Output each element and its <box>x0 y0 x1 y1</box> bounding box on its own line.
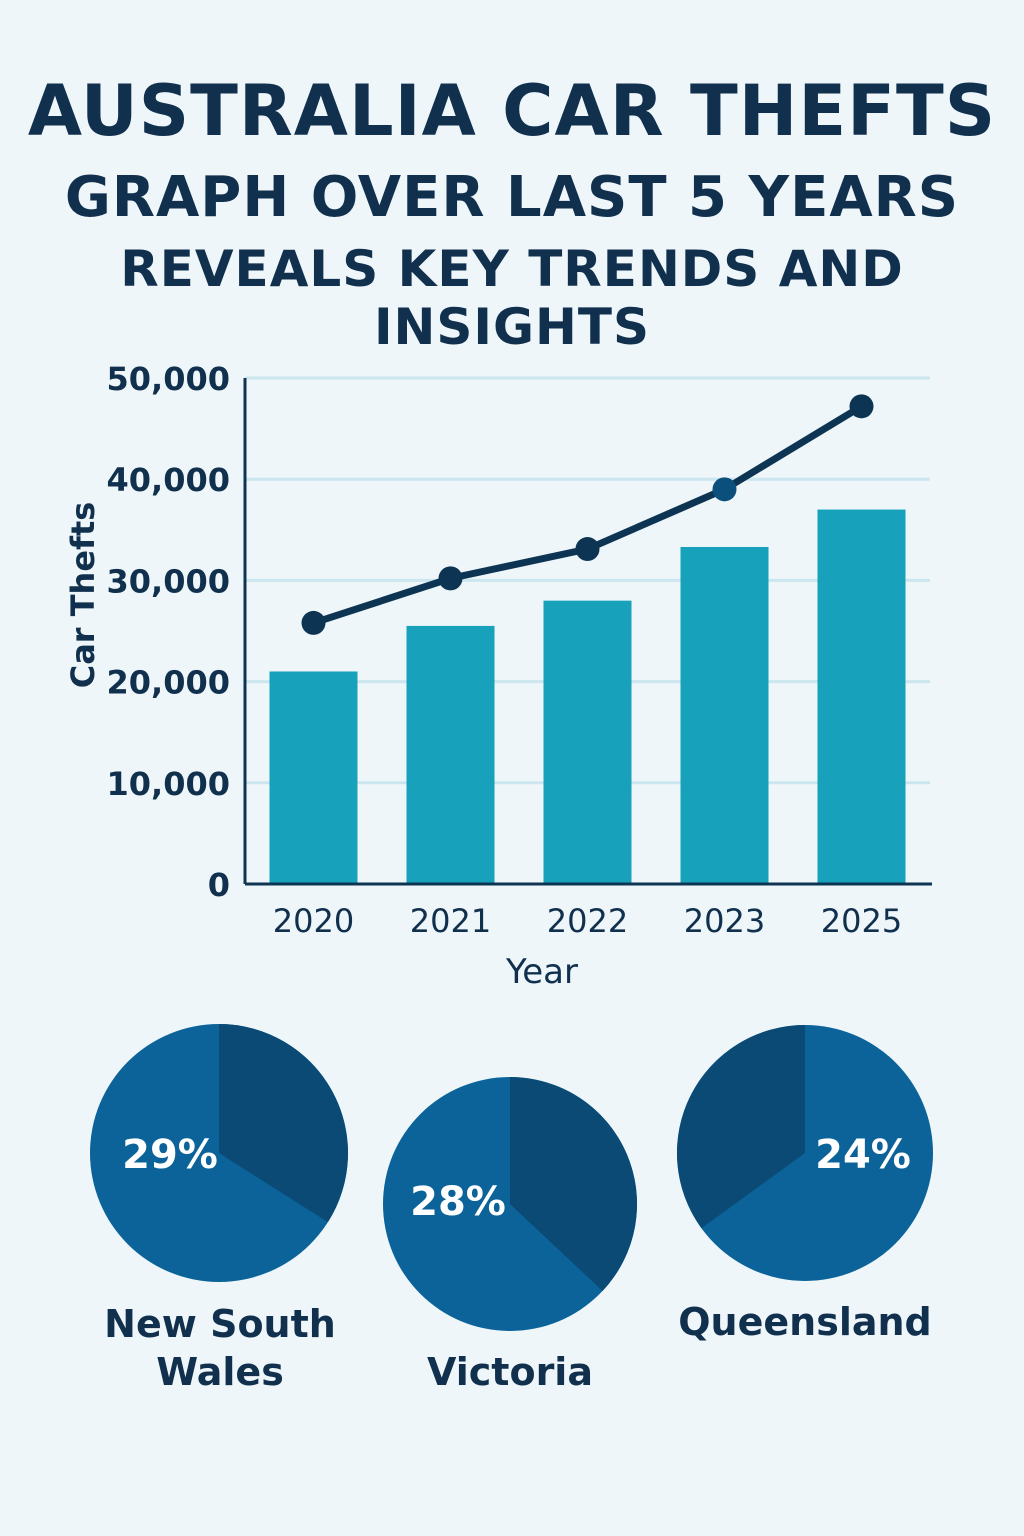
x-tick-label: 2022 <box>547 902 628 940</box>
bar-2025 <box>817 509 906 884</box>
line-point-2021 <box>438 566 463 591</box>
pie-label-queensland: Queensland <box>678 1300 932 1344</box>
pie-value-label: 28% <box>410 1179 506 1225</box>
line-point-2022 <box>575 537 600 562</box>
line-point-2025 <box>849 394 874 419</box>
title-line-1: AUSTRALIA CAR THEFTS <box>27 70 997 152</box>
y-tick-label: 0 <box>208 866 230 904</box>
bar-2020 <box>269 671 358 884</box>
bar-2021 <box>406 625 495 884</box>
y-axis-title: Car Thefts <box>64 502 102 689</box>
x-axis-title: Year <box>505 952 578 992</box>
pie-slice-dark-2 <box>676 1025 805 1229</box>
y-tick-label: 30,000 <box>107 562 230 600</box>
title-line-3: REVEALS KEY TRENDS AND INSIGHTS <box>120 240 904 356</box>
bar-2022 <box>543 600 632 884</box>
x-tick-label: 2021 <box>410 902 491 940</box>
x-tick-label: 2023 <box>684 902 765 940</box>
line-point-2020 <box>301 610 326 635</box>
y-tick-label: 20,000 <box>107 664 230 702</box>
pie-slice-dark-1 <box>510 1077 638 1291</box>
x-tick-label: 2020 <box>273 902 354 940</box>
pie-label-victoria: Victoria <box>427 1350 593 1394</box>
y-tick-label: 10,000 <box>107 765 230 803</box>
trend-line <box>312 403 864 627</box>
pie-slice-dark-0 <box>219 1024 348 1223</box>
pie-label-nsw: New South Wales <box>104 1302 336 1394</box>
pie-value-label: 24% <box>815 1132 911 1178</box>
x-tick-label: 2025 <box>821 902 902 940</box>
y-tick-label: 50,000 <box>107 360 230 398</box>
pie-value-label: 29% <box>122 1132 218 1178</box>
title-line-2: GRAPH OVER LAST 5 YEARS <box>64 165 960 230</box>
line-point-2023 <box>712 477 737 502</box>
bar-2023 <box>680 547 769 884</box>
y-tick-label: 40,000 <box>107 461 230 499</box>
